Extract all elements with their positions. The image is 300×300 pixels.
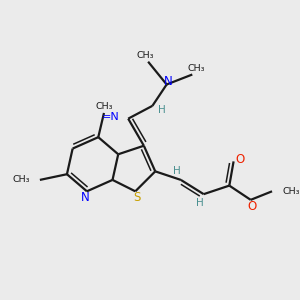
Text: S: S [133, 191, 140, 204]
Text: O: O [248, 200, 257, 213]
Text: CH₃: CH₃ [12, 176, 30, 184]
Text: =N: =N [102, 112, 120, 122]
Text: CH₃: CH₃ [188, 64, 205, 73]
Text: CH₃: CH₃ [283, 187, 300, 196]
Text: N: N [164, 75, 172, 88]
Text: CH₃: CH₃ [95, 102, 113, 111]
Text: O: O [235, 154, 244, 166]
Text: H: H [158, 105, 166, 115]
Text: N: N [81, 191, 90, 204]
Text: H: H [196, 198, 203, 208]
Text: CH₃: CH₃ [136, 51, 154, 60]
Text: H: H [173, 166, 181, 176]
